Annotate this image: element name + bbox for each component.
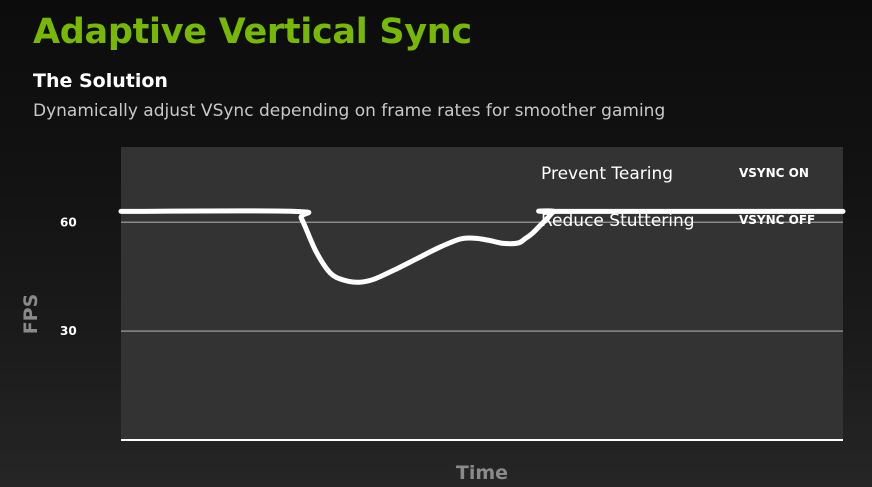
y-axis-label: FPS [20,294,42,335]
y-tick-label: 30 [60,324,77,338]
section-subtitle: The Solution [33,70,168,92]
legend-tag-vsync-off: VSYNC OFF [739,213,815,227]
legend-tag-vsync-on: VSYNC ON [739,166,809,180]
fps-series-line [118,208,846,285]
x-axis-label: Time [456,462,508,484]
page-title: Adaptive Vertical Sync [33,12,472,52]
section-description: Dynamically adjust VSync depending on fr… [33,101,666,121]
y-tick-label: 60 [60,215,77,229]
plot-background [121,147,843,439]
legend-label-prevent-tearing: Prevent Tearing [541,164,673,184]
legend-label-reduce-stuttering: Reduce Stuttering [541,211,695,231]
